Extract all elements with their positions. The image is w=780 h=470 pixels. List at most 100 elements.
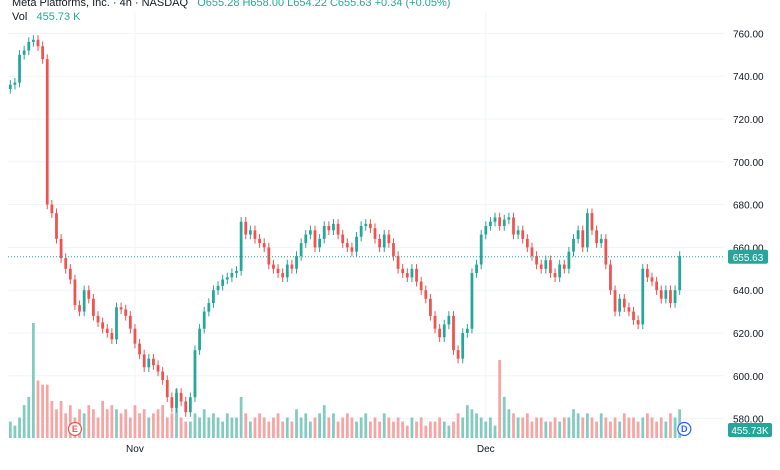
candle-body xyxy=(359,226,363,237)
candle-body xyxy=(68,268,72,280)
volume-bar xyxy=(262,417,266,438)
volume-bar xyxy=(27,396,31,438)
price-tick-label: 740.00 xyxy=(733,72,764,83)
volume-bar xyxy=(516,417,520,438)
volume-bar xyxy=(364,413,368,438)
volume-bar xyxy=(318,413,321,438)
volume-bar xyxy=(179,417,183,438)
candle-body xyxy=(239,221,243,271)
volume-bar xyxy=(336,421,340,438)
volume-bar xyxy=(13,425,17,438)
candle-body xyxy=(581,230,585,248)
volume-bar xyxy=(636,421,640,438)
volume-bar xyxy=(405,425,409,438)
volume-bar xyxy=(664,421,668,438)
volume-bar xyxy=(267,421,271,438)
volume-bar xyxy=(253,417,257,438)
volume-badge xyxy=(728,423,772,437)
price-tick-label: 680.00 xyxy=(733,201,764,212)
candle-body xyxy=(350,247,354,252)
volume-bar xyxy=(530,421,534,438)
candle-body xyxy=(161,371,165,381)
volume-bar xyxy=(272,417,275,438)
volume-bar xyxy=(32,323,35,438)
volume-bar xyxy=(308,421,312,438)
candle-body xyxy=(429,298,432,316)
volume-bar xyxy=(248,421,252,438)
candle-body xyxy=(87,290,91,299)
candle-body xyxy=(465,328,469,333)
volume-bar xyxy=(609,421,612,438)
volume-bar xyxy=(502,396,506,438)
price-tick-label: 700.00 xyxy=(733,158,764,169)
volume-bar xyxy=(595,421,598,438)
volume-bar xyxy=(359,417,363,438)
candle-body xyxy=(119,307,123,310)
volume-bar xyxy=(133,405,137,438)
volume-bar xyxy=(659,417,663,438)
candle-body xyxy=(521,230,525,239)
candle-body xyxy=(18,54,21,83)
candle-body xyxy=(650,277,654,282)
volume-bar xyxy=(8,421,12,438)
candle-body xyxy=(248,230,252,235)
volume-bar xyxy=(350,417,354,438)
candle-body xyxy=(179,392,183,402)
candle-body xyxy=(636,320,640,325)
earnings-event-marker xyxy=(67,421,83,437)
candle-body xyxy=(433,315,437,329)
candle-body xyxy=(415,268,418,282)
candle-body xyxy=(609,264,612,291)
volume-bar xyxy=(105,409,109,438)
volume-bar xyxy=(207,417,211,438)
volume-bar xyxy=(258,413,261,438)
candle-body xyxy=(655,281,658,291)
volume-bar xyxy=(429,421,432,438)
candle-body xyxy=(308,230,312,235)
candle-body xyxy=(595,230,598,244)
volume-bar xyxy=(221,421,225,438)
volume-bar xyxy=(410,417,414,438)
candle-body xyxy=(567,251,571,269)
candle-body xyxy=(484,226,488,235)
volume-bar xyxy=(161,405,165,438)
candle-body xyxy=(396,255,400,269)
volume-bar xyxy=(475,413,478,438)
candle-body xyxy=(576,230,580,239)
candle-body xyxy=(369,223,372,229)
volume-bar xyxy=(433,421,437,438)
candle-body xyxy=(41,46,45,60)
candle-body xyxy=(475,264,478,274)
candle-body xyxy=(336,223,340,235)
candle-body xyxy=(553,273,557,278)
candle-body xyxy=(50,204,54,214)
candle-body xyxy=(313,230,317,248)
volume-bar xyxy=(558,421,562,438)
volume-bar xyxy=(313,417,317,438)
candle-body xyxy=(392,243,395,256)
candle-body xyxy=(138,343,141,355)
candle-body xyxy=(438,328,442,338)
candle-body xyxy=(216,285,220,291)
volume-bar xyxy=(470,409,474,438)
volume-bar xyxy=(673,417,677,438)
candle-body xyxy=(258,238,261,244)
candle-body xyxy=(110,333,114,340)
volume-bar xyxy=(87,405,91,438)
legend-symbol[interactable]: Meta Platforms, Inc. · 4h · NASDAQ xyxy=(12,0,189,9)
volume-bar xyxy=(655,421,658,438)
volume-bar xyxy=(276,413,280,438)
volume-bar xyxy=(484,421,488,438)
volume-bar xyxy=(295,409,298,438)
legend-vol-label[interactable]: Vol xyxy=(12,11,28,23)
volume-bar xyxy=(235,417,238,438)
volume-bar xyxy=(669,413,672,438)
candle-body xyxy=(345,243,349,248)
volume-bar xyxy=(156,409,160,438)
candle-body xyxy=(22,50,26,55)
candle-body xyxy=(378,238,382,248)
volume-bar xyxy=(567,417,571,438)
candle-body xyxy=(572,238,575,252)
volume-bar xyxy=(212,413,215,438)
